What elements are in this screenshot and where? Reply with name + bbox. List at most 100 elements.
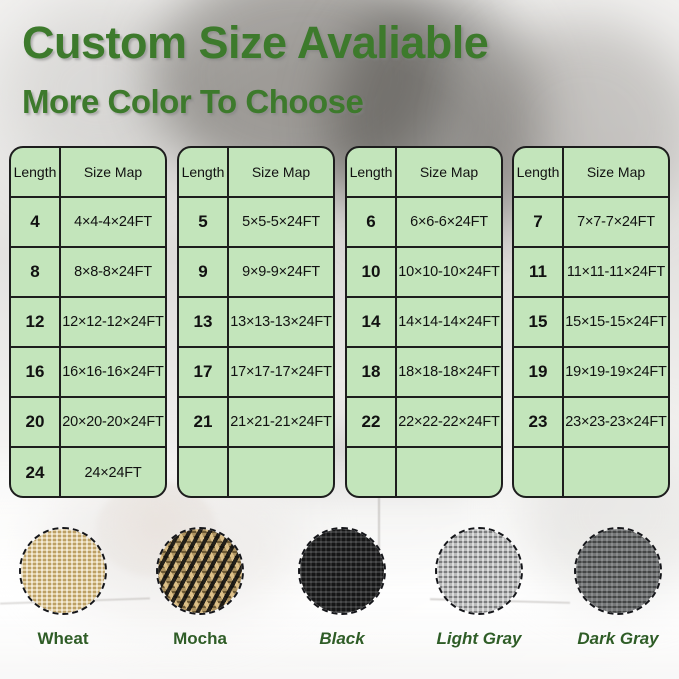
table-row: 14 14×14-14×24FT (347, 298, 501, 348)
table-row: 23 23×23-23×24FT (514, 398, 668, 448)
table-header-row: Length Size Map (347, 148, 501, 198)
swatch-label: Mocha (173, 629, 227, 648)
cell-size-map: 24×24FT (84, 465, 142, 481)
column-header-size-map: Size Map (251, 164, 311, 180)
cell-length: 11 (514, 248, 564, 296)
cell-size-map: 4×4-4×24FT (74, 214, 152, 230)
cell-length: 5 (179, 198, 229, 246)
table-row: 11 11×11-11×24FT (514, 248, 668, 298)
cell-length: 19 (514, 348, 564, 396)
table-row (347, 448, 501, 496)
cell-length: 6 (347, 198, 397, 246)
cell-size-map: 6×6-6×24FT (410, 214, 488, 230)
cell-length: 18 (347, 348, 397, 396)
color-swatch-row: Wheat Mocha Black Light Gray Dark Gray (0, 527, 679, 679)
page-subtitle: More Color To Choose (22, 83, 364, 120)
cell-length: 12 (11, 298, 61, 346)
table-row: 10 10×10-10×24FT (347, 248, 501, 298)
cell-size-map (564, 448, 668, 496)
table-row: 17 17×17-17×24FT (179, 348, 333, 398)
cell-size-map: 23×23-23×24FT (565, 414, 667, 430)
cell-length: 8 (11, 248, 61, 296)
swatch-label: Black (319, 629, 365, 648)
table-row: 9 9×9-9×24FT (179, 248, 333, 298)
cell-size-map: 15×15-15×24FT (565, 314, 667, 330)
table-row: 12 12×12-12×24FT (11, 298, 165, 348)
cell-size-map: 13×13-13×24FT (230, 314, 332, 330)
swatch-label: Dark Gray (577, 629, 659, 648)
table-header-row: Length Size Map (11, 148, 165, 198)
cell-length: 21 (179, 398, 229, 446)
cell-length: 24 (11, 448, 61, 496)
fabric-weave-texture (21, 529, 105, 613)
cell-length: 13 (179, 298, 229, 346)
table-row (179, 448, 333, 496)
column-header-length: Length (11, 148, 61, 196)
swatch-disc (298, 527, 386, 615)
cell-length: 23 (514, 398, 564, 446)
table-header-row: Length Size Map (179, 148, 333, 198)
cell-size-map: 9×9-9×24FT (242, 264, 320, 280)
table-row: 24 24×24FT (11, 448, 165, 496)
table-row: 4 4×4-4×24FT (11, 198, 165, 248)
cell-size-map: 5×5-5×24FT (242, 214, 320, 230)
table-row: 8 8×8-8×24FT (11, 248, 165, 298)
column-header-size-map: Size Map (419, 164, 479, 180)
swatch-label: Light Gray (436, 629, 522, 648)
size-tables-row: Length Size Map 4 4×4-4×24FT 8 8×8-8×24FT 12 12… (0, 146, 679, 502)
fabric-weave-texture (437, 529, 521, 613)
color-swatch-black[interactable]: Black (277, 527, 407, 649)
size-table-3: Length Size Map 6 6×6-6×24FT 10 10×10-10×24FT… (345, 146, 503, 498)
fabric-weave-texture (158, 529, 242, 613)
cell-size-map: 21×21-21×24FT (230, 414, 332, 430)
size-table-2: Length Size Map 5 5×5-5×24FT 9 9×9-9×24FT 13 13… (177, 146, 335, 498)
swatch-disc (156, 527, 244, 615)
cell-size-map: 7×7-7×24FT (577, 214, 655, 230)
column-header-size-map: Size Map (586, 164, 646, 180)
color-swatch-light-gray[interactable]: Light Gray (414, 527, 544, 649)
table-row: 16 16×16-16×24FT (11, 348, 165, 398)
color-swatch-dark-gray[interactable]: Dark Gray (553, 527, 679, 649)
table-row: 5 5×5-5×24FT (179, 198, 333, 248)
column-header-length: Length (347, 148, 397, 196)
cell-size-map: 17×17-17×24FT (230, 364, 332, 380)
color-swatch-wheat[interactable]: Wheat (0, 527, 128, 649)
cell-size-map: 12×12-12×24FT (62, 314, 164, 330)
cell-size-map (397, 448, 501, 496)
cell-size-map: 16×16-16×24FT (62, 364, 164, 380)
swatch-disc (435, 527, 523, 615)
swatch-disc (574, 527, 662, 615)
cell-length (179, 448, 229, 496)
page-title: Custom Size Avaliable (22, 17, 489, 68)
size-table-1: Length Size Map 4 4×4-4×24FT 8 8×8-8×24FT 12 12… (9, 146, 167, 498)
cell-size-map (229, 448, 333, 496)
color-swatch-mocha[interactable]: Mocha (135, 527, 265, 649)
cell-length: 17 (179, 348, 229, 396)
cell-length: 22 (347, 398, 397, 446)
background-thread-line (378, 470, 380, 582)
table-row: 15 15×15-15×24FT (514, 298, 668, 348)
cell-length: 7 (514, 198, 564, 246)
cell-size-map: 18×18-18×24FT (398, 364, 500, 380)
table-row: 18 18×18-18×24FT (347, 348, 501, 398)
table-header-row: Length Size Map (514, 148, 668, 198)
swatch-disc (19, 527, 107, 615)
column-header-size-map: Size Map (83, 164, 143, 180)
cell-size-map: 22×22-22×24FT (398, 414, 500, 430)
cell-length (514, 448, 564, 496)
cell-size-map: 10×10-10×24FT (398, 264, 500, 280)
table-row: 13 13×13-13×24FT (179, 298, 333, 348)
cell-length: 10 (347, 248, 397, 296)
fabric-weave-texture (300, 529, 384, 613)
cell-length: 20 (11, 398, 61, 446)
cell-size-map: 19×19-19×24FT (565, 364, 667, 380)
column-header-length: Length (514, 148, 564, 196)
size-table-4: Length Size Map 7 7×7-7×24FT 11 11×11-11×24FT… (512, 146, 670, 498)
column-header-length: Length (179, 148, 229, 196)
cell-length: 4 (11, 198, 61, 246)
table-row (514, 448, 668, 496)
cell-length: 16 (11, 348, 61, 396)
fabric-weave-texture (576, 529, 660, 613)
table-row: 7 7×7-7×24FT (514, 198, 668, 248)
cell-size-map: 8×8-8×24FT (74, 264, 152, 280)
